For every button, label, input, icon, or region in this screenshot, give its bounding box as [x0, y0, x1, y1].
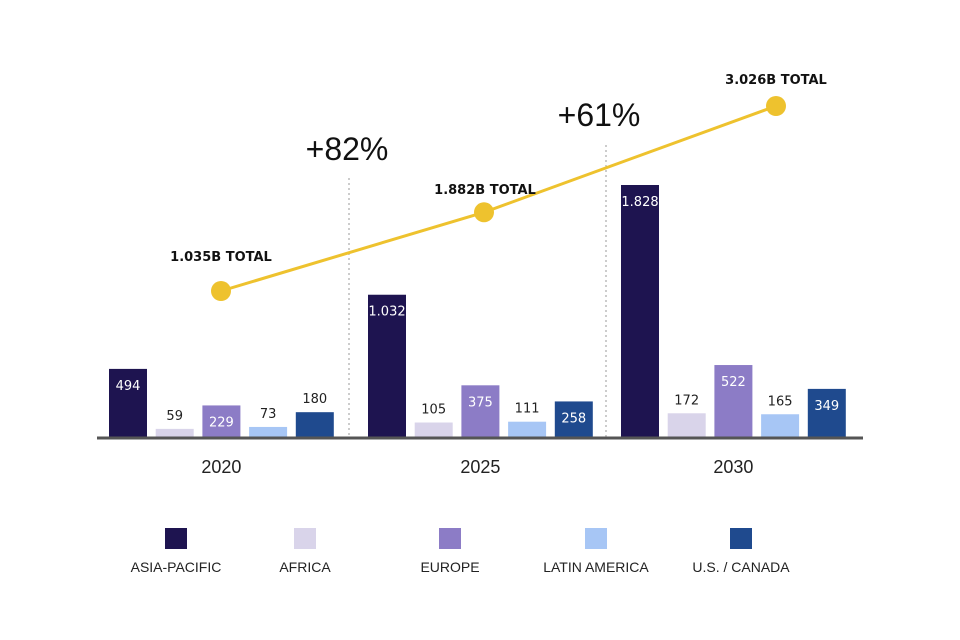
bar-value-label: 172 — [674, 393, 699, 408]
period-separators — [348, 145, 607, 437]
legend-swatch — [165, 528, 187, 549]
bar-value-label: 349 — [814, 399, 839, 414]
bar-value-label: 73 — [260, 407, 277, 422]
bar-value-label: 59 — [166, 409, 183, 424]
legend-label: U.S. / CANADA — [692, 559, 790, 575]
bar-value-label: 229 — [209, 415, 234, 430]
bar-latin-america-2025 — [508, 421, 547, 437]
legend-label: ASIA-PACIFIC — [131, 559, 222, 575]
bar-u-s-canada-2030 — [807, 388, 846, 437]
bar-value-label: 258 — [561, 411, 586, 426]
x-tick-label: 2020 — [201, 457, 241, 477]
bar-u-s-canada-2025 — [554, 401, 593, 437]
total-label: 1.035B TOTAL — [170, 250, 272, 265]
bar-u-s-canada-2020 — [295, 412, 334, 437]
bar-europe-2030 — [714, 365, 753, 437]
bar-value-label: 1.828 — [621, 195, 658, 210]
x-tick-label: 2030 — [713, 457, 753, 477]
bar-value-label: 180 — [302, 392, 327, 407]
total-point — [766, 96, 786, 116]
bar-value-label: 105 — [421, 403, 446, 418]
legend-label: EUROPE — [420, 559, 479, 575]
legend-label: LATIN AMERICA — [543, 559, 649, 575]
bar-asia-pacific-2025 — [368, 294, 406, 437]
x-axis-ticks: 2020 2025 2030 — [201, 457, 753, 477]
x-tick-label: 2025 — [460, 457, 500, 477]
total-point — [211, 281, 231, 301]
bar-latin-america-2020 — [249, 426, 288, 437]
total-line-group: 1.035B TOTAL 1.882B TOTAL 3.026B TOTAL — [170, 73, 827, 301]
growth-label: +82% — [306, 131, 389, 167]
bar-value-label: 1.032 — [368, 305, 405, 320]
bar-europe-2020 — [202, 405, 241, 437]
legend-swatch — [585, 528, 607, 549]
legend-swatch — [439, 528, 461, 549]
bar-series: 494 59 229 73 180 1.032 105 375 111 258 1.828 172 52… — [109, 185, 846, 437]
growth-label: +61% — [558, 97, 641, 133]
bar-africa-2025 — [414, 422, 453, 437]
bar-africa-2020 — [155, 428, 194, 437]
total-point — [474, 202, 494, 223]
legend: ASIA-PACIFIC AFRICA EUROPE LATIN AMERICA U.S… — [131, 528, 790, 575]
bar-value-label: 494 — [116, 379, 141, 394]
bar-asia-pacific-2020 — [109, 368, 147, 437]
legend-swatch — [294, 528, 316, 549]
legend-label: AFRICA — [279, 559, 331, 575]
bar-value-label: 522 — [721, 375, 746, 390]
total-label: 3.026B TOTAL — [725, 73, 827, 88]
growth-labels: +82% +61% — [306, 97, 641, 167]
total-line — [220, 104, 777, 293]
bar-value-label: 375 — [468, 395, 493, 410]
bar-value-label: 165 — [768, 394, 793, 409]
bar-value-label: 111 — [515, 402, 540, 417]
bar-africa-2030 — [667, 413, 706, 437]
legend-swatch — [730, 528, 752, 549]
bar-europe-2025 — [461, 385, 500, 437]
bar-latin-america-2030 — [761, 414, 800, 437]
bar-asia-pacific-2030 — [621, 185, 659, 437]
total-label: 1.882B TOTAL — [434, 183, 536, 198]
